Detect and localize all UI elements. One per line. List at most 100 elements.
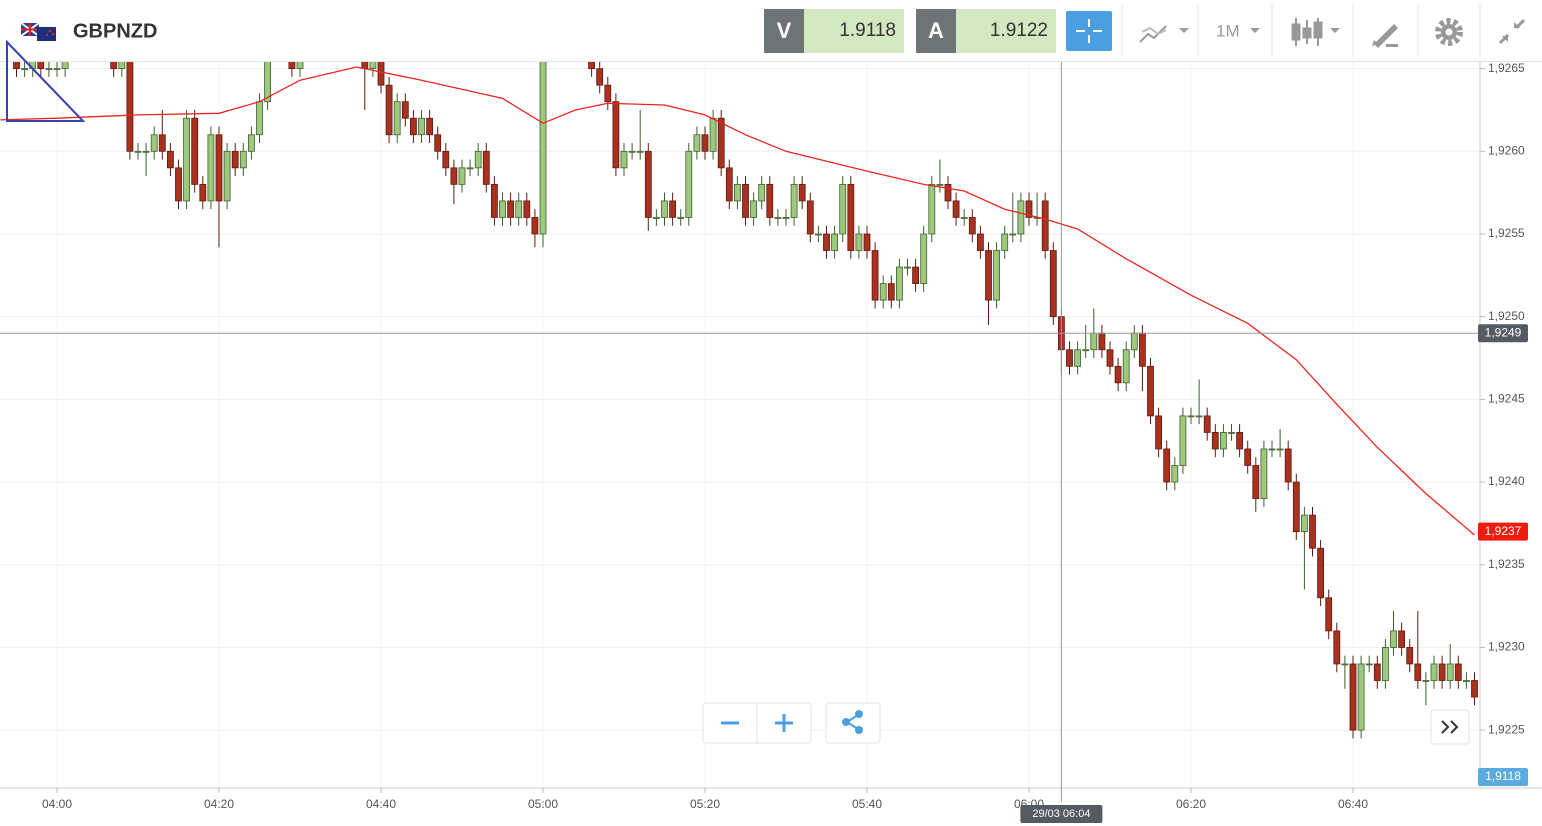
sell-price[interactable]: 1.9118 (839, 20, 896, 41)
timeframe-button[interactable]: 1M (1216, 21, 1260, 40)
candle-body (1187, 415, 1195, 418)
candle-body (256, 101, 263, 136)
candle-body (887, 283, 895, 301)
candle-body (1017, 200, 1025, 235)
crosshair-label: 29/03 06:04 (1032, 808, 1090, 820)
buy-price-box[interactable] (956, 9, 1056, 53)
candle-body (806, 200, 814, 235)
candle-body (904, 266, 911, 269)
y-tick-label: 1,9230 (1488, 640, 1525, 654)
candle-body (1066, 349, 1073, 367)
x-tick-label: 04:00 (42, 797, 72, 811)
candle-body (166, 150, 174, 169)
candle-body (418, 117, 425, 136)
candle-body (1171, 465, 1179, 483)
candle-body (693, 134, 701, 152)
x-tick-label: 06:20 (1176, 797, 1206, 811)
crosshair-button[interactable] (1066, 11, 1112, 51)
candle-body (1025, 200, 1033, 218)
zoom-controls[interactable] (702, 702, 812, 744)
candle-body (247, 134, 255, 152)
candle-body (385, 84, 393, 136)
candle-body (523, 200, 531, 218)
candle-body (766, 183, 774, 218)
candle-body (215, 134, 223, 202)
candle-body (985, 250, 992, 301)
candle-body (620, 150, 628, 169)
candle-body (1139, 332, 1146, 367)
axes: 1,9225 1,9230 1,9235 1,9240 1,9245 1,9250 1,92… (42, 61, 1525, 811)
candle-body (1211, 432, 1219, 450)
collapse-button[interactable] (1498, 18, 1526, 45)
candle-body (61, 62, 69, 70)
sell-price-box[interactable] (804, 9, 904, 53)
chart-type-button[interactable] (1291, 18, 1340, 46)
sell-button[interactable]: V 1.9118 (764, 9, 904, 53)
candle-body (661, 200, 668, 218)
buy-price[interactable]: 1.9122 (990, 20, 1048, 41)
symbol: GBPNZD (73, 20, 157, 42)
candle-body (725, 167, 733, 202)
candle-body (515, 200, 523, 218)
candle-body (847, 183, 855, 251)
candle-body (1268, 448, 1276, 451)
indicators-button[interactable] (1139, 25, 1189, 43)
y-tick-label: 1,9255 (1488, 226, 1525, 240)
bid-label: 1,9118 (1485, 769, 1521, 783)
candle-body (288, 62, 296, 70)
candle-body (644, 150, 652, 218)
timeframe[interactable]: 1M (1216, 21, 1240, 40)
candle-body (1130, 332, 1138, 351)
candle-body (191, 117, 199, 185)
candle-body (45, 68, 53, 71)
candle-body (1049, 250, 1057, 318)
candle-body (150, 134, 158, 152)
candle-body (207, 134, 215, 202)
crosshair-box (1020, 805, 1103, 823)
candle-body (37, 62, 45, 70)
buy-letter-box[interactable] (916, 9, 956, 53)
candle-body (1309, 514, 1316, 549)
triangle-drawing[interactable] (6, 39, 86, 122)
candle-body (1098, 332, 1106, 351)
candle-body (960, 217, 968, 219)
candle-body (499, 200, 506, 218)
sell-letter[interactable]: V (777, 18, 792, 43)
candle-body (604, 84, 612, 103)
candle-body (1179, 415, 1187, 466)
candle-body (823, 233, 830, 251)
candle-body (701, 134, 709, 152)
buy-button[interactable]: A 1.9122 (916, 9, 1056, 53)
drawing-tools-button[interactable] (1372, 24, 1398, 48)
candle-body (239, 150, 247, 169)
plot-area (0, 62, 1480, 739)
last-price-box (1478, 324, 1528, 343)
candle-body (1406, 647, 1414, 665)
buy-letter[interactable]: A (928, 18, 944, 43)
candle-body (1341, 663, 1349, 666)
candle-body (110, 62, 118, 70)
candle-body (199, 183, 207, 202)
candle-body (758, 183, 766, 202)
share-button[interactable] (825, 702, 881, 744)
y-tick-label: 1,9240 (1488, 474, 1525, 488)
y-tick-label: 1,9265 (1488, 61, 1525, 75)
candle-body (596, 68, 604, 86)
candle-body (401, 101, 409, 119)
candle-body (1122, 349, 1130, 384)
x-tick-label: 05:20 (690, 797, 720, 811)
candle-body (118, 62, 126, 70)
scroll-latest-button[interactable] (1430, 709, 1470, 745)
candle-body (896, 266, 903, 301)
candle-body (669, 200, 676, 218)
candle-body (879, 283, 887, 301)
settings-button[interactable] (1435, 18, 1463, 46)
candle-body (1236, 432, 1243, 450)
candle-body (1317, 547, 1324, 599)
candle-body (993, 250, 1000, 301)
sell-letter-box[interactable] (764, 9, 804, 53)
candle-body (871, 250, 879, 301)
